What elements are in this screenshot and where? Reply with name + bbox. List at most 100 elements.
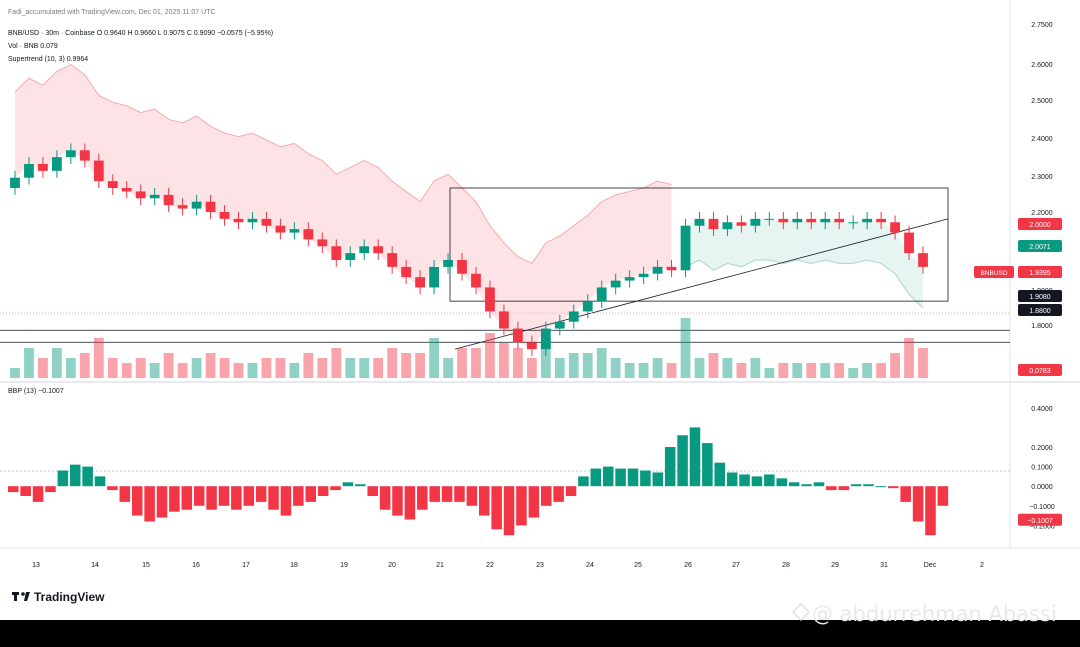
bbp-bar — [888, 486, 899, 489]
oscillator-legend[interactable]: BBP (13) −0.1007 — [8, 388, 64, 395]
volume-bar — [401, 353, 412, 378]
candle-body[interactable] — [610, 280, 621, 288]
candle-body[interactable] — [373, 246, 384, 254]
candle-body[interactable] — [107, 181, 118, 188]
candle-body[interactable] — [38, 164, 48, 171]
bbp-bar — [702, 443, 713, 487]
candle-body[interactable] — [848, 222, 859, 224]
candle-body[interactable] — [708, 218, 719, 230]
oscillator-axis[interactable]: 0.4000 0.2000 0.1000 0.0000 −0.1000 −0.2000−0… — [1018, 406, 1062, 531]
candle-body[interactable] — [457, 260, 467, 274]
candle-body[interactable] — [736, 222, 747, 226]
candle-body[interactable] — [834, 218, 845, 223]
time-axis[interactable]: 13 14 15 16 17 18 19 20 21 22 23 24 25 26 27 28 29 31 Dec 2 — [32, 562, 984, 569]
bbp-bar — [317, 486, 329, 496]
candle-body[interactable] — [163, 194, 174, 206]
candle-body[interactable] — [359, 246, 370, 254]
supertrend-legend[interactable]: Supertrend (10, 3) 0.9964 — [8, 56, 88, 63]
candle-body[interactable] — [24, 164, 34, 178]
candle-body[interactable] — [289, 229, 300, 233]
time-axis-label: 13 — [32, 562, 40, 569]
candle-body[interactable] — [219, 212, 230, 219]
candle-body[interactable] — [694, 218, 705, 226]
bbp-bar — [912, 486, 924, 522]
candle-body[interactable] — [135, 191, 146, 199]
candle-body[interactable] — [666, 266, 677, 271]
candle-body[interactable] — [149, 194, 160, 199]
candlestick-series[interactable] — [10, 143, 928, 356]
candle-body[interactable] — [918, 253, 928, 267]
candle-body[interactable] — [526, 342, 537, 350]
candle-body[interactable] — [247, 218, 258, 223]
candle-body[interactable] — [904, 232, 914, 254]
candle-body[interactable] — [778, 218, 789, 223]
candle-body[interactable] — [261, 218, 272, 226]
candle-body[interactable] — [471, 273, 481, 288]
candle-body[interactable] — [806, 218, 817, 223]
candle-body[interactable] — [79, 150, 90, 161]
candle-body[interactable] — [792, 218, 803, 223]
candle-body[interactable] — [191, 201, 202, 209]
candle-body[interactable] — [401, 266, 412, 278]
candle-body[interactable] — [52, 157, 62, 171]
candle-body[interactable] — [513, 328, 523, 343]
candle-body[interactable] — [638, 273, 649, 278]
bbp-bar — [144, 486, 155, 522]
candle-body[interactable] — [65, 150, 76, 158]
candle-body[interactable] — [415, 277, 425, 288]
candle-body[interactable] — [750, 218, 761, 226]
bbp-bar — [875, 486, 887, 488]
symbol-line[interactable]: BNB/USD · 30m · Coinbase O 0.9640 H 0.96… — [8, 30, 273, 37]
volume-bar — [666, 363, 677, 378]
candle-body[interactable] — [10, 177, 20, 188]
bbp-bar — [330, 486, 341, 491]
candle-body[interactable] — [485, 287, 495, 312]
candle-body[interactable] — [429, 266, 439, 288]
candle-body[interactable] — [624, 277, 635, 281]
candle-body[interactable] — [331, 246, 342, 260]
time-axis-label: 22 — [486, 562, 494, 569]
volume-bar — [610, 358, 621, 378]
bbp-bar — [578, 476, 589, 487]
candle-body[interactable] — [540, 328, 551, 350]
candle-body[interactable] — [121, 188, 132, 192]
candle-body[interactable] — [722, 222, 733, 230]
candle-body[interactable] — [876, 218, 886, 223]
bbp-bar — [863, 484, 874, 487]
candle-body[interactable] — [177, 205, 188, 209]
volume-bar — [876, 363, 886, 378]
candle-body[interactable] — [820, 218, 831, 223]
time-axis-label: 29 — [831, 562, 839, 569]
candle-body[interactable] — [680, 225, 691, 271]
volume-bar — [52, 348, 62, 378]
rectangle-drawing[interactable] — [449, 187, 949, 302]
candle-body[interactable] — [205, 201, 216, 212]
volume-bar — [848, 368, 859, 378]
candle-body[interactable] — [582, 301, 593, 312]
bbp-bar — [305, 486, 317, 502]
candle-body[interactable] — [554, 321, 565, 329]
candle-body[interactable] — [443, 260, 453, 267]
candle-body[interactable] — [890, 222, 900, 233]
trendline-drawing[interactable] — [454, 218, 949, 350]
candle-body[interactable] — [275, 225, 286, 233]
candle-body[interactable] — [862, 218, 873, 223]
candle-body[interactable] — [317, 239, 328, 247]
bbp-bar — [925, 486, 936, 536]
candle-body[interactable] — [93, 160, 104, 182]
candle-body[interactable] — [652, 266, 663, 274]
tradingview-logo[interactable]: TradingView — [12, 590, 105, 604]
bbp-bar — [714, 462, 726, 487]
volume-legend[interactable]: Vol · BNB 0.079 — [8, 43, 58, 50]
candle-body[interactable] — [345, 253, 356, 260]
candle-body[interactable] — [303, 229, 314, 240]
candle-body[interactable] — [233, 218, 244, 223]
candle-body[interactable] — [499, 311, 509, 329]
candle-body[interactable] — [387, 253, 398, 267]
candle-body[interactable] — [596, 287, 607, 302]
candle-body[interactable] — [568, 311, 579, 322]
bbp-bar — [280, 486, 292, 516]
candle-body[interactable] — [764, 218, 775, 220]
tv-logo-text: TradingView — [34, 590, 105, 604]
